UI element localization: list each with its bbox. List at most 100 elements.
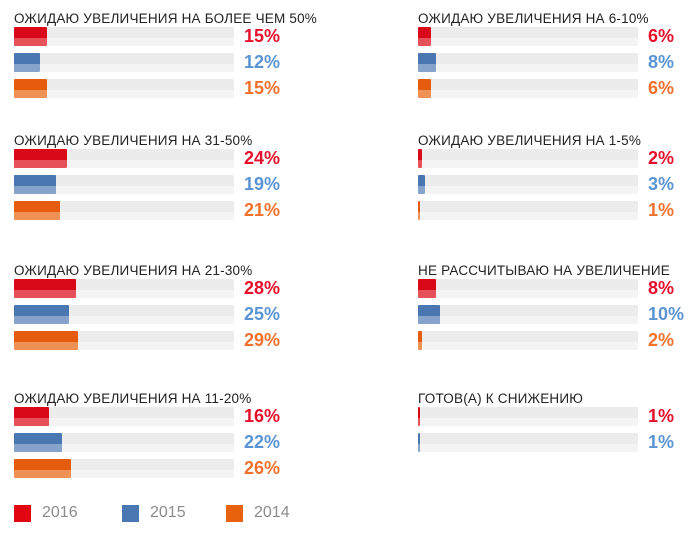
bar-value-label-2014: 1% bbox=[648, 200, 675, 220]
legend-swatch-2016-icon bbox=[14, 504, 31, 522]
bar-track bbox=[418, 331, 638, 350]
group-title: ОЖИДАЮ УВЕЛИЧЕНИЯ НА 11-20% bbox=[14, 391, 252, 406]
bar-fill-2014 bbox=[418, 331, 423, 350]
bar-track bbox=[418, 433, 638, 452]
bar-value-label-2015: 12% bbox=[244, 52, 281, 72]
bar-value-label-2014: 15% bbox=[244, 78, 281, 98]
bar-fill-2016 bbox=[418, 149, 423, 168]
bar-track bbox=[14, 433, 234, 452]
legend-label-2016: 2016 bbox=[42, 504, 78, 521]
bar-value-label-2016: 8% bbox=[648, 278, 675, 298]
bar-row-2016: 15% bbox=[14, 26, 344, 46]
bar-track bbox=[418, 305, 638, 324]
chart-group: ОЖИДАЮ УВЕЛИЧЕНИЯ НА 21-30% 28% 25% 29% bbox=[14, 262, 344, 357]
bar-row-2014: 26% bbox=[14, 458, 344, 478]
bar-row-2016: 2% bbox=[418, 148, 688, 168]
bar-row-2015: 8% bbox=[418, 52, 688, 72]
bar-row-2015: 25% bbox=[14, 304, 344, 324]
chart-group: ОЖИДАЮ УВЕЛИЧЕНИЯ НА 1-5% 2% 3% 1% bbox=[418, 132, 688, 227]
bar-row-2015: 10% bbox=[418, 304, 688, 324]
bar-track bbox=[14, 53, 234, 72]
group-bars: 1% 1% bbox=[418, 406, 688, 452]
legend: 2016 2015 2014 bbox=[14, 503, 434, 523]
bar-track bbox=[418, 407, 638, 426]
bar-value-label-2014: 6% bbox=[648, 78, 675, 98]
group-title: ОЖИДАЮ УВЕЛИЧЕНИЯ НА 1-5% bbox=[418, 133, 642, 148]
legend-item-2014: 2014 bbox=[226, 503, 290, 523]
bar-fill-2016 bbox=[14, 279, 76, 298]
bar-row-2015: 22% bbox=[14, 432, 344, 452]
bar-row-2016: 1% bbox=[418, 406, 688, 426]
group-title: ОЖИДАЮ УВЕЛИЧЕНИЯ НА 21-30% bbox=[14, 263, 253, 278]
group-bars: 2% 3% 1% bbox=[418, 148, 688, 220]
bar-track bbox=[418, 79, 638, 98]
group-bars: 6% 8% 6% bbox=[418, 26, 688, 98]
bar-fill-2016 bbox=[418, 407, 421, 426]
bar-row-2016: 24% bbox=[14, 148, 344, 168]
bar-fill-2014 bbox=[14, 331, 78, 350]
bar-row-2016: 16% bbox=[14, 406, 344, 426]
bar-value-label-2015: 1% bbox=[648, 432, 675, 452]
legend-item-2015: 2015 bbox=[122, 503, 186, 523]
bar-fill-2016 bbox=[14, 407, 50, 426]
bar-track bbox=[418, 279, 638, 298]
bar-fill-2016 bbox=[418, 27, 432, 46]
bar-row-2016: 28% bbox=[14, 278, 344, 298]
bar-track bbox=[14, 279, 234, 298]
bar-track bbox=[418, 201, 638, 220]
group-bars: 8% 10% 2% bbox=[418, 278, 688, 350]
bar-fill-2015 bbox=[418, 53, 436, 72]
bar-row-2015: 19% bbox=[14, 174, 344, 194]
bar-value-label-2016: 16% bbox=[244, 406, 281, 426]
bar-value-label-2015: 10% bbox=[648, 304, 685, 324]
bar-row-2015: 1% bbox=[418, 432, 688, 452]
bar-fill-2015 bbox=[418, 305, 440, 324]
bar-row-2015: 3% bbox=[418, 174, 688, 194]
bar-value-label-2016: 28% bbox=[244, 278, 281, 298]
bar-fill-2014 bbox=[418, 201, 421, 220]
legend-swatch-2014-icon bbox=[226, 504, 243, 522]
bar-track bbox=[14, 331, 234, 350]
bar-value-label-2015: 8% bbox=[648, 52, 675, 72]
bar-value-label-2016: 2% bbox=[648, 148, 675, 168]
bar-value-label-2014: 26% bbox=[244, 458, 281, 478]
bar-value-label-2014: 2% bbox=[648, 330, 675, 350]
chart-group: ОЖИДАЮ УВЕЛИЧЕНИЯ НА 11-20% 16% 22% 26% bbox=[14, 390, 344, 485]
bar-track bbox=[14, 459, 234, 478]
bar-track bbox=[418, 175, 638, 194]
bar-track bbox=[14, 175, 234, 194]
chart-group: НЕ РАССЧИТЫВАЮ НА УВЕЛИЧЕНИЕ 8% 10% 2% bbox=[418, 262, 688, 357]
chart-group: ОЖИДАЮ УВЕЛИЧЕНИЯ НА БОЛЕЕ ЧЕМ 50% 15% 12… bbox=[14, 10, 344, 105]
bar-value-label-2016: 1% bbox=[648, 406, 675, 426]
bar-track bbox=[14, 407, 234, 426]
bar-row-2014: 2% bbox=[418, 330, 688, 350]
group-bars: 24% 19% 21% bbox=[14, 148, 344, 220]
bar-value-label-2015: 3% bbox=[648, 174, 675, 194]
legend-swatch-2015-icon bbox=[122, 504, 139, 522]
bar-fill-2014 bbox=[14, 201, 61, 220]
bar-value-label-2016: 6% bbox=[648, 26, 675, 46]
bar-track bbox=[14, 201, 234, 220]
bar-track bbox=[418, 27, 638, 46]
group-title: ГОТОВ(А) К СНИЖЕНИЮ bbox=[418, 391, 584, 406]
bar-row-2014: 15% bbox=[14, 78, 344, 98]
group-title: НЕ РАССЧИТЫВАЮ НА УВЕЛИЧЕНИЕ bbox=[418, 263, 670, 278]
bar-row-2015: 12% bbox=[14, 52, 344, 72]
bar-row-2016: 8% bbox=[418, 278, 688, 298]
group-bars: 16% 22% 26% bbox=[14, 406, 344, 478]
bar-track bbox=[14, 79, 234, 98]
bar-track bbox=[14, 27, 234, 46]
bar-track bbox=[418, 53, 638, 72]
legend-label-2015: 2015 bbox=[150, 504, 186, 521]
group-bars: 28% 25% 29% bbox=[14, 278, 344, 350]
bar-row-2014: 29% bbox=[14, 330, 344, 350]
bar-track bbox=[14, 149, 234, 168]
bar-row-2014: 1% bbox=[418, 200, 688, 220]
bar-track bbox=[14, 305, 234, 324]
bar-fill-2015 bbox=[14, 175, 56, 194]
group-title: ОЖИДАЮ УВЕЛИЧЕНИЯ НА 6-10% bbox=[418, 11, 649, 26]
bar-value-label-2016: 15% bbox=[244, 26, 281, 46]
bar-value-label-2016: 24% bbox=[244, 148, 281, 168]
bar-fill-2015 bbox=[418, 175, 425, 194]
